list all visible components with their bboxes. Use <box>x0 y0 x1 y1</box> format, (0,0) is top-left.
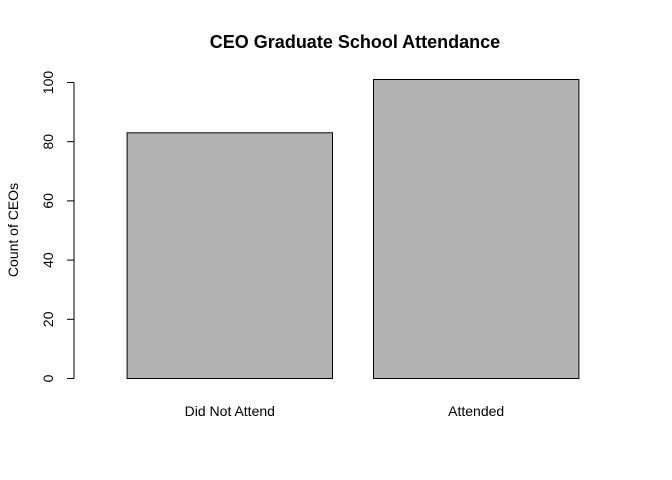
x-axis-labels: Did Not Attend Attended <box>185 403 505 419</box>
x-tick-label: Attended <box>448 403 504 419</box>
y-tick-label: 40 <box>40 252 56 268</box>
bars-group <box>126 79 580 379</box>
y-axis: 0 20 40 60 80 100 <box>40 71 75 382</box>
bar-did-not-attend <box>126 132 333 379</box>
y-tick-label: 80 <box>40 134 56 150</box>
chart-title: CEO Graduate School Attendance <box>210 32 500 52</box>
y-tick-label: 60 <box>40 193 56 209</box>
y-tick-label: 0 <box>40 374 56 382</box>
y-axis-label: Count of CEOs <box>5 183 21 277</box>
x-tick-label: Did Not Attend <box>185 403 275 419</box>
bar-attended <box>373 79 580 379</box>
y-tick-label: 100 <box>40 71 56 95</box>
y-tick-label: 20 <box>40 311 56 327</box>
